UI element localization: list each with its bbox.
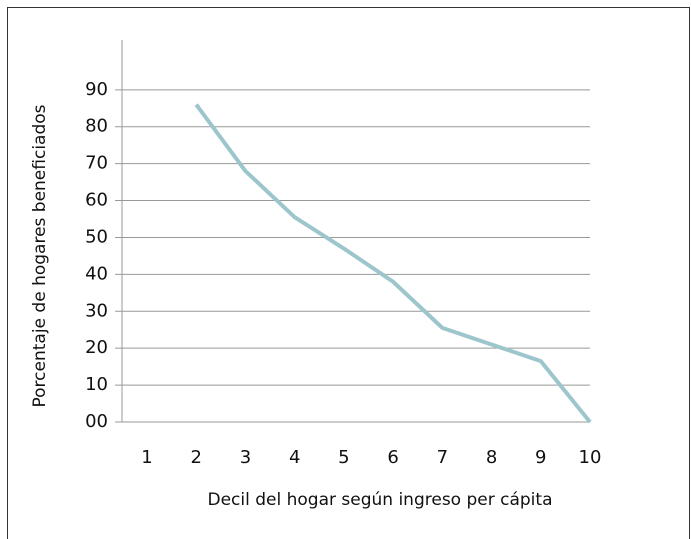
x-tick-label: 4 <box>289 447 300 468</box>
x-axis-label: Decil del hogar según ingreso per cápita <box>208 490 553 510</box>
x-tick-label: 1 <box>141 447 152 468</box>
x-tick-label: 5 <box>338 447 349 468</box>
y-axis-label: Porcentaje de hogares beneficiados <box>30 104 50 407</box>
y-tick-label: 60 <box>85 190 108 211</box>
x-tick-label: 6 <box>387 447 398 468</box>
y-tick-label: 20 <box>85 337 108 358</box>
y-tick-label: 00 <box>85 411 108 432</box>
y-tick-label: 80 <box>85 116 108 137</box>
x-tick-label: 2 <box>190 447 201 468</box>
y-tick-label: 30 <box>85 300 108 321</box>
y-tick-label: 90 <box>85 79 108 100</box>
y-tick-label: 40 <box>85 263 108 284</box>
y-tick-label: 10 <box>85 374 108 395</box>
x-tick-label: 3 <box>240 447 251 468</box>
x-tick-label: 9 <box>535 447 546 468</box>
frame <box>7 7 690 539</box>
y-tick-label: 50 <box>85 226 108 247</box>
line-series <box>194 103 592 424</box>
x-tick-label: 7 <box>437 447 448 468</box>
x-tick-label: 8 <box>486 447 497 468</box>
y-tick-label: 70 <box>85 153 108 174</box>
x-tick-label: 10 <box>579 447 602 468</box>
